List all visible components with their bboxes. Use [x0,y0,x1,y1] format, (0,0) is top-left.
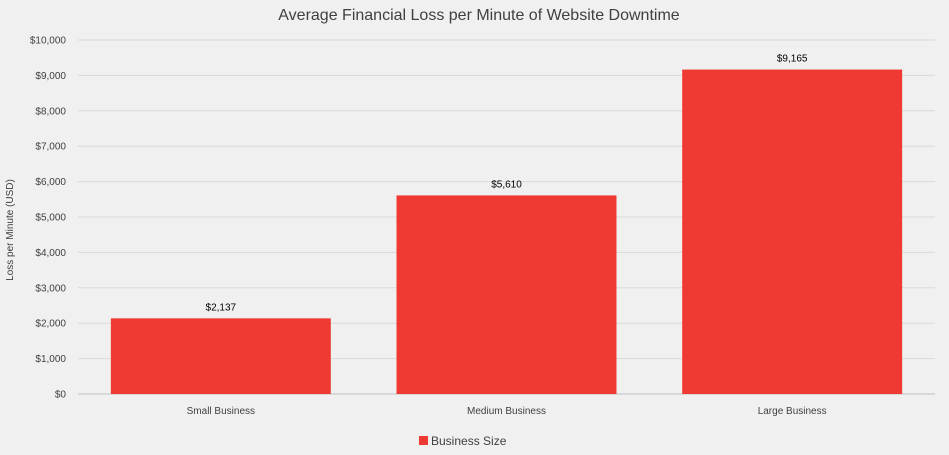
legend-swatch [419,436,428,445]
y-tick-label: $5,000 [35,213,66,224]
y-tick-label: $9,000 [35,71,66,82]
data-labels: $2,137 $5,610 $9,165 [206,54,808,314]
legend: Business Size [419,434,507,448]
data-label: $2,137 [206,302,237,313]
data-label: $9,165 [777,54,808,65]
bar [682,69,903,395]
y-tick-label: $4,000 [35,248,66,259]
y-axis-label: Loss per Minute (USD) [5,179,16,281]
x-tick-label: Small Business [187,406,255,417]
y-tick-label: $6,000 [35,177,66,188]
y-tick-label: $8,000 [35,106,66,117]
y-tick-label: $2,000 [35,319,66,330]
bars [110,69,903,395]
x-tick-label: Large Business [758,406,827,417]
legend-label: Business Size [431,434,507,448]
y-tick-label: $1,000 [35,354,66,365]
chart-title: Average Financial Loss per Minute of Web… [278,7,679,24]
bar [396,195,617,394]
x-axis-ticks: Small Business Medium Business Large Busin… [187,406,827,417]
y-tick-label: $7,000 [35,142,66,153]
y-tick-label: $0 [55,390,67,401]
data-label: $5,610 [491,179,522,190]
y-tick-label: $3,000 [35,283,66,294]
y-axis-ticks: $0 $1,000 $2,000 $3,000 $4,000 $5,000 $6,000 $7… [30,36,67,401]
bar [110,318,331,394]
y-tick-label: $10,000 [30,36,67,47]
x-tick-label: Medium Business [467,406,546,417]
